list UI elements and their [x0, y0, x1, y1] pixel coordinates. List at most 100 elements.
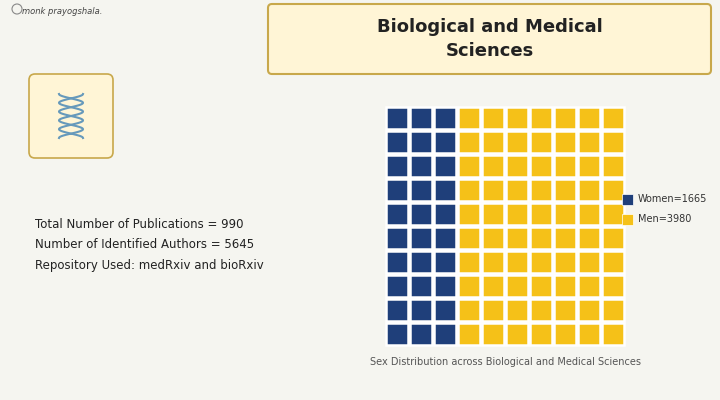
Bar: [578, 323, 600, 345]
Bar: [554, 227, 576, 249]
Bar: [410, 155, 432, 177]
Bar: [554, 155, 576, 177]
Bar: [554, 251, 576, 273]
Text: Total Number of Publications = 990: Total Number of Publications = 990: [35, 218, 243, 232]
Bar: [622, 194, 633, 205]
Bar: [434, 107, 456, 129]
Bar: [530, 227, 552, 249]
Bar: [506, 227, 528, 249]
Bar: [602, 179, 624, 201]
Bar: [602, 107, 624, 129]
Bar: [506, 275, 528, 297]
Bar: [602, 227, 624, 249]
Bar: [410, 251, 432, 273]
Bar: [458, 203, 480, 225]
Bar: [506, 107, 528, 129]
Bar: [434, 203, 456, 225]
Bar: [386, 227, 408, 249]
Bar: [530, 251, 552, 273]
Bar: [458, 323, 480, 345]
Bar: [410, 323, 432, 345]
Bar: [602, 275, 624, 297]
Bar: [602, 155, 624, 177]
Bar: [578, 107, 600, 129]
Bar: [410, 299, 432, 321]
Bar: [530, 203, 552, 225]
Bar: [578, 251, 600, 273]
Bar: [554, 275, 576, 297]
Bar: [410, 203, 432, 225]
Text: Repository Used: medRxiv and bioRxiv: Repository Used: medRxiv and bioRxiv: [35, 258, 264, 272]
Bar: [434, 131, 456, 153]
Bar: [386, 299, 408, 321]
Bar: [410, 227, 432, 249]
Bar: [530, 323, 552, 345]
Bar: [482, 251, 504, 273]
Text: Sex Distribution across Biological and Medical Sciences: Sex Distribution across Biological and M…: [369, 357, 641, 367]
FancyBboxPatch shape: [268, 4, 711, 74]
Bar: [602, 203, 624, 225]
Text: Biological and Medical
Sciences: Biological and Medical Sciences: [377, 18, 603, 60]
Bar: [434, 179, 456, 201]
Bar: [554, 107, 576, 129]
Bar: [554, 203, 576, 225]
Bar: [386, 323, 408, 345]
Bar: [554, 179, 576, 201]
Bar: [434, 227, 456, 249]
FancyBboxPatch shape: [29, 74, 113, 158]
Bar: [458, 275, 480, 297]
Bar: [386, 251, 408, 273]
Bar: [506, 155, 528, 177]
Bar: [410, 179, 432, 201]
Bar: [458, 107, 480, 129]
Text: monk prayogshala.: monk prayogshala.: [22, 7, 102, 16]
Bar: [458, 131, 480, 153]
Bar: [554, 299, 576, 321]
Bar: [622, 214, 633, 225]
Bar: [554, 323, 576, 345]
Bar: [530, 107, 552, 129]
Text: Men=3980: Men=3980: [638, 214, 691, 224]
Bar: [506, 323, 528, 345]
Bar: [386, 203, 408, 225]
Bar: [578, 131, 600, 153]
Text: Number of Identified Authors = 5645: Number of Identified Authors = 5645: [35, 238, 254, 252]
Bar: [602, 131, 624, 153]
Bar: [602, 299, 624, 321]
Bar: [506, 251, 528, 273]
Bar: [482, 227, 504, 249]
Bar: [434, 155, 456, 177]
Bar: [386, 131, 408, 153]
Bar: [578, 155, 600, 177]
Bar: [578, 275, 600, 297]
Bar: [482, 107, 504, 129]
Bar: [506, 131, 528, 153]
Bar: [602, 251, 624, 273]
Bar: [434, 299, 456, 321]
Bar: [458, 155, 480, 177]
Bar: [482, 203, 504, 225]
Bar: [386, 179, 408, 201]
Bar: [410, 131, 432, 153]
Bar: [386, 107, 408, 129]
Bar: [530, 275, 552, 297]
Bar: [578, 203, 600, 225]
Bar: [482, 179, 504, 201]
Bar: [386, 155, 408, 177]
Bar: [602, 323, 624, 345]
Bar: [458, 227, 480, 249]
Bar: [578, 299, 600, 321]
Bar: [530, 155, 552, 177]
Bar: [506, 299, 528, 321]
Bar: [530, 179, 552, 201]
Bar: [578, 227, 600, 249]
Bar: [386, 275, 408, 297]
Text: Women=1665: Women=1665: [638, 194, 707, 204]
Bar: [482, 323, 504, 345]
Bar: [434, 251, 456, 273]
Bar: [482, 155, 504, 177]
Bar: [554, 131, 576, 153]
Bar: [482, 275, 504, 297]
Bar: [458, 299, 480, 321]
Bar: [506, 179, 528, 201]
